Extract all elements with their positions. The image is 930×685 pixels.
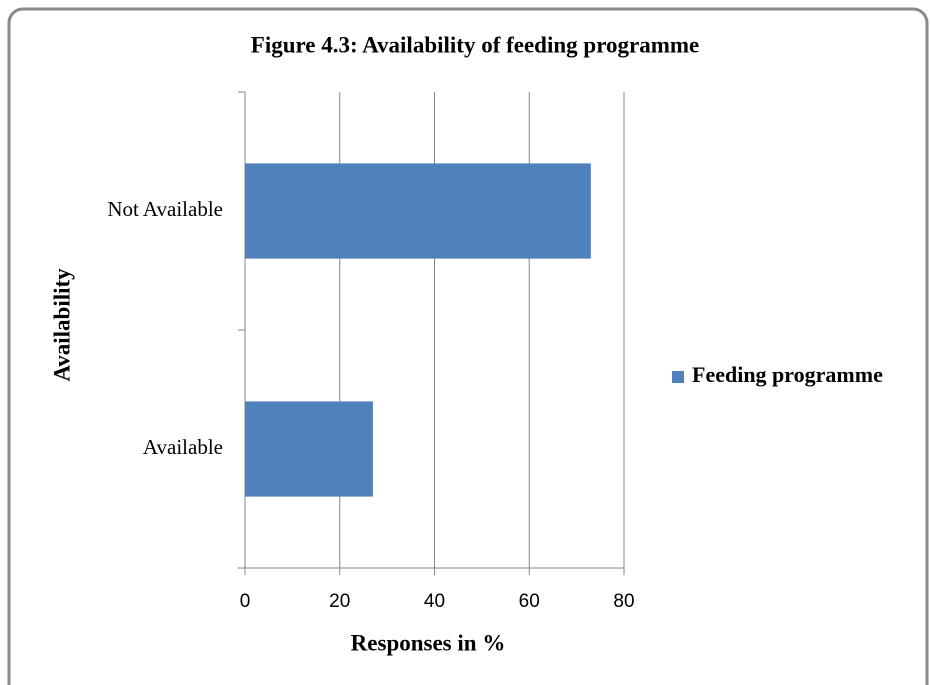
legend-label: Feeding programme	[692, 362, 883, 387]
legend-swatch	[672, 371, 684, 383]
bar	[245, 163, 591, 259]
y-tick-label: Not Available	[107, 197, 223, 221]
x-axis-label: Responses in %	[351, 630, 506, 655]
bar	[245, 401, 373, 497]
x-tick-label: 20	[329, 591, 350, 612]
chart-frame	[7, 7, 929, 685]
x-tick-label: 60	[519, 591, 540, 612]
chart-title: Figure 4.3: Availability of feeding prog…	[251, 32, 699, 57]
x-tick-label: 40	[424, 591, 445, 612]
x-tick-label: 0	[240, 591, 251, 612]
y-axis-label: Availability	[49, 268, 74, 382]
y-tick-label: Available	[143, 435, 223, 459]
x-tick-label: 80	[613, 591, 634, 612]
